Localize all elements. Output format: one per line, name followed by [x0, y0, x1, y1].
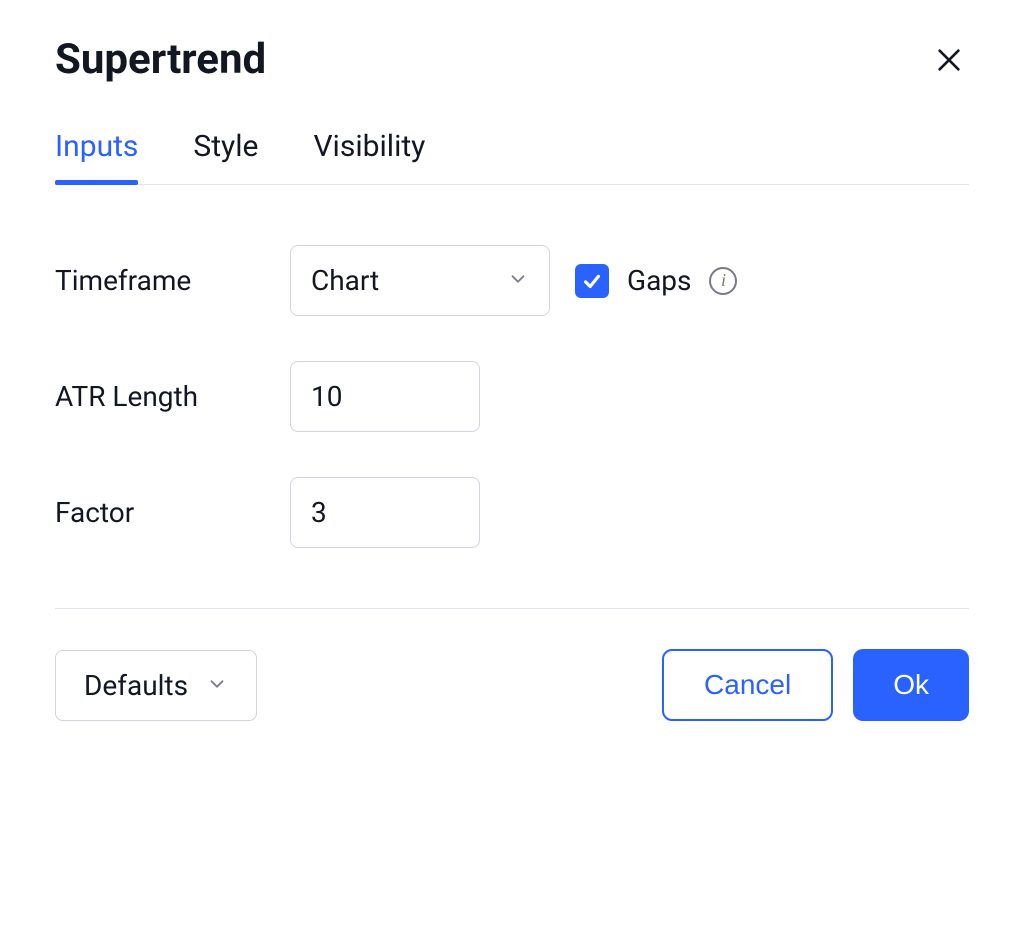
ok-button[interactable]: Ok [853, 649, 969, 721]
dialog-title: Supertrend [55, 35, 266, 84]
tab-bar: Inputs Style Visibility [55, 129, 969, 185]
timeframe-value: Chart [311, 264, 379, 297]
close-icon [933, 44, 965, 76]
gaps-group: Gaps i [575, 264, 737, 298]
atr-length-label: ATR Length [55, 380, 290, 413]
factor-input[interactable] [290, 477, 480, 548]
close-button[interactable] [929, 40, 969, 80]
dialog-header: Supertrend [55, 35, 969, 84]
row-timeframe: Timeframe Chart Gaps i [55, 245, 969, 316]
info-icon[interactable]: i [709, 267, 737, 295]
tab-style[interactable]: Style [193, 129, 258, 184]
timeframe-label: Timeframe [55, 264, 290, 297]
cancel-button[interactable]: Cancel [662, 649, 833, 721]
row-factor: Factor [55, 477, 969, 548]
check-icon [581, 270, 603, 292]
tab-visibility[interactable]: Visibility [313, 129, 425, 184]
footer-actions: Cancel Ok [662, 649, 969, 721]
gaps-label: Gaps [627, 264, 691, 297]
row-atr-length: ATR Length [55, 361, 969, 432]
atr-length-input[interactable] [290, 361, 480, 432]
dialog-footer: Defaults Cancel Ok [55, 608, 969, 721]
chevron-down-icon [206, 669, 228, 702]
tab-inputs[interactable]: Inputs [55, 129, 138, 184]
factor-label: Factor [55, 496, 290, 529]
timeframe-select[interactable]: Chart [290, 245, 550, 316]
chevron-down-icon [507, 264, 529, 297]
defaults-button[interactable]: Defaults [55, 650, 257, 721]
gaps-checkbox[interactable] [575, 264, 609, 298]
defaults-label: Defaults [84, 669, 188, 702]
